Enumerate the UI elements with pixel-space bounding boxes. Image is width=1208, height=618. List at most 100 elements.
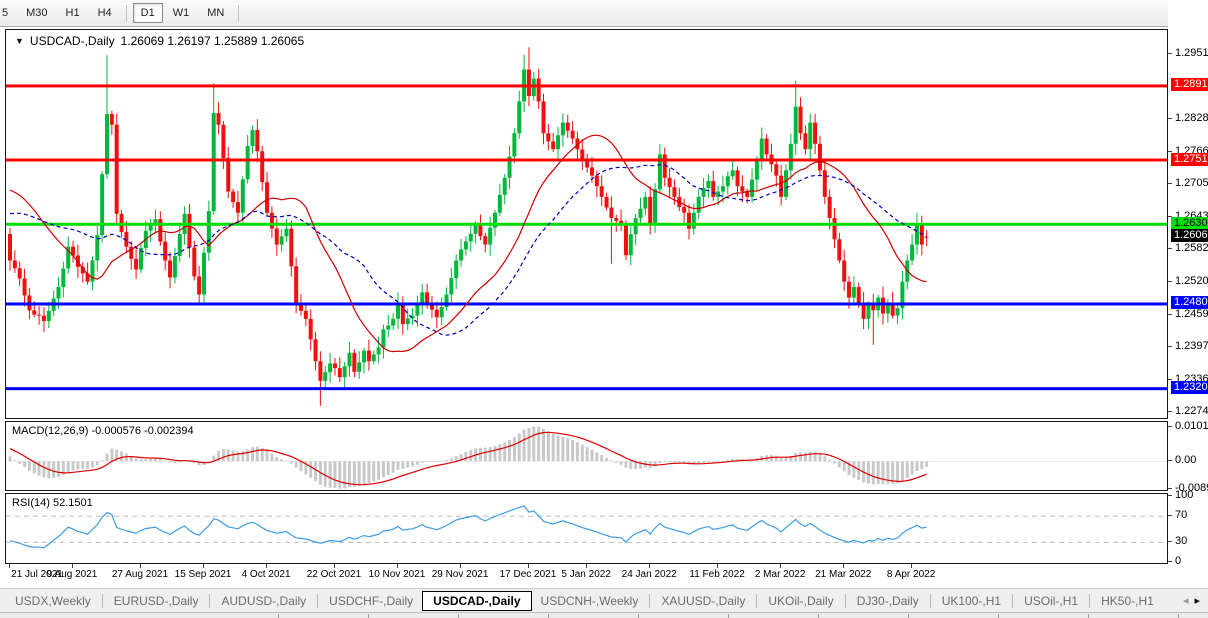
tab-ukoil-daily[interactable]: UKOil-,Daily (768, 593, 834, 608)
candle-up (910, 244, 915, 261)
date-label: 29 Nov 2021 (431, 569, 489, 580)
timeframe-button-m30[interactable]: M30 (26, 7, 48, 19)
candle-down (526, 69, 531, 97)
rsi-plot[interactable] (6, 494, 1167, 563)
price-axis[interactable]: 1.295101.282801.276651.270501.264351.258… (1168, 0, 1208, 618)
price-label-resistance: 1.28912 (1171, 78, 1208, 92)
macd-bar (212, 455, 216, 461)
macd-bar (619, 461, 623, 465)
macd-bar (629, 461, 633, 469)
macd-bar (828, 459, 832, 461)
macd-bar (736, 458, 739, 461)
macd-bar (217, 450, 221, 461)
timeframe-button-w1[interactable]: W1 (172, 7, 190, 19)
tab-scroll-right-icon[interactable]: ▸ (1194, 595, 1200, 607)
macd-bar (352, 461, 356, 487)
timeframe-button-h1[interactable]: H1 (65, 7, 80, 19)
level-line-1.28912[interactable] (6, 84, 1167, 88)
tab-scroll-left-icon[interactable]: ◂ (1182, 595, 1189, 607)
tab-eurusd-daily[interactable]: EURUSD-,Daily (113, 593, 199, 608)
candle-down (226, 158, 231, 192)
macd-bar (789, 455, 793, 461)
macd-bar (129, 456, 133, 461)
tab-usdx-weekly[interactable]: USDX,Weekly (15, 593, 91, 608)
macd-bar (503, 442, 507, 461)
tab-usdchf-daily[interactable]: USDCHF-,Daily (329, 593, 414, 608)
timeframe-button-5[interactable]: 5 (2, 7, 9, 19)
date-tick-mark (717, 564, 719, 568)
strip-tick (728, 614, 729, 618)
candle-up (105, 114, 109, 175)
candle-up (211, 113, 216, 212)
macd-bar (454, 456, 458, 461)
macd-plot[interactable] (6, 422, 1167, 490)
candle-down (235, 202, 240, 213)
candle-down (546, 133, 551, 142)
candle-up (701, 187, 706, 197)
candlestick-chart[interactable] (6, 30, 1167, 418)
tab-uk100-h1[interactable]: UK100-,H1 (941, 593, 1002, 608)
price-axis-label: 1.29510 (1175, 46, 1208, 59)
rsi-indicator-pane[interactable]: RSI(14) 52.1501 (5, 493, 1168, 564)
axis-tick-mark (1168, 52, 1172, 54)
tab-usdcad-daily[interactable]: USDCAD-,Daily (422, 590, 532, 611)
moving-average-32 (9, 164, 927, 336)
candle-wick (926, 229, 928, 247)
tab-audusd-daily[interactable]: AUDUSD-,Daily (221, 593, 307, 608)
macd-signal-line (9, 431, 927, 486)
rsi-label: RSI(14) 52.1501 (12, 497, 93, 509)
candle-down (682, 207, 687, 213)
level-line-1.248[interactable] (6, 302, 1167, 306)
macd-bar (595, 452, 599, 461)
macd-bar (580, 444, 584, 461)
candle-down (71, 246, 76, 256)
macd-bar (852, 461, 856, 478)
tab-usdcnh-weekly[interactable]: USDCNH-,Weekly (540, 593, 639, 608)
macd-bar (8, 456, 12, 461)
candle-down (187, 213, 192, 248)
timeframe-button-mn[interactable]: MN (207, 7, 225, 19)
candle-up (866, 305, 871, 319)
candle-down (192, 247, 197, 277)
level-line-1.27515[interactable] (6, 158, 1167, 162)
macd-bar (367, 461, 371, 483)
candle-down (269, 212, 274, 229)
date-tick-mark (586, 564, 588, 568)
axis-tick-mark (1168, 346, 1172, 348)
candle-up (172, 255, 177, 278)
macd-bar (891, 461, 895, 484)
candlesticks (8, 47, 929, 406)
tab-dj30-daily[interactable]: DJ30-,Daily (856, 593, 919, 608)
macd-bar (381, 461, 385, 478)
macd-indicator-pane[interactable]: MACD(12,26,9) -0.000576 -0.002394 (5, 421, 1168, 491)
macd-bar (32, 461, 36, 474)
price-label-support: 1.24800 (1171, 296, 1208, 310)
chart-dropdown-icon[interactable]: ▼ (15, 36, 24, 46)
price-axis-label: 1.22745 (1175, 405, 1208, 418)
timeframe-button-h4[interactable]: H4 (97, 7, 112, 19)
axis-tick-mark (1168, 378, 1172, 380)
level-line-1.23203[interactable] (6, 387, 1167, 391)
date-axis[interactable]: 21 Jul 2021 9 Aug 2021 27 Aug 2021 15 Sep 2… (5, 564, 1168, 587)
macd-axis-label: 0.00 (1175, 453, 1197, 466)
tab-usoil-h1[interactable]: USOil-,H1 (1024, 593, 1079, 608)
tab-separator (209, 593, 211, 608)
macd-bar (779, 457, 783, 461)
macd-bar (498, 444, 502, 461)
candle-down (85, 273, 90, 282)
macd-bar (847, 461, 851, 476)
macd-bar (813, 451, 817, 461)
level-line-1.26303[interactable] (6, 222, 1167, 226)
timeframe-button-d1[interactable]: D1 (132, 3, 163, 23)
candle-down (881, 297, 885, 314)
candle-down (832, 218, 837, 240)
macd-bar (639, 461, 642, 469)
tab-xauusd-daily[interactable]: XAUUSD-,Daily (661, 593, 746, 608)
candle-down (803, 133, 808, 150)
macd-bar (328, 461, 332, 488)
price-chart-pane[interactable]: ▼ USDCAD-,Daily 1.26069 1.26197 1.25889 … (5, 29, 1168, 419)
macd-bar (900, 461, 904, 482)
tab-hk50-h1[interactable]: HK50-,H1 (1101, 593, 1154, 608)
candle-up (784, 170, 788, 197)
